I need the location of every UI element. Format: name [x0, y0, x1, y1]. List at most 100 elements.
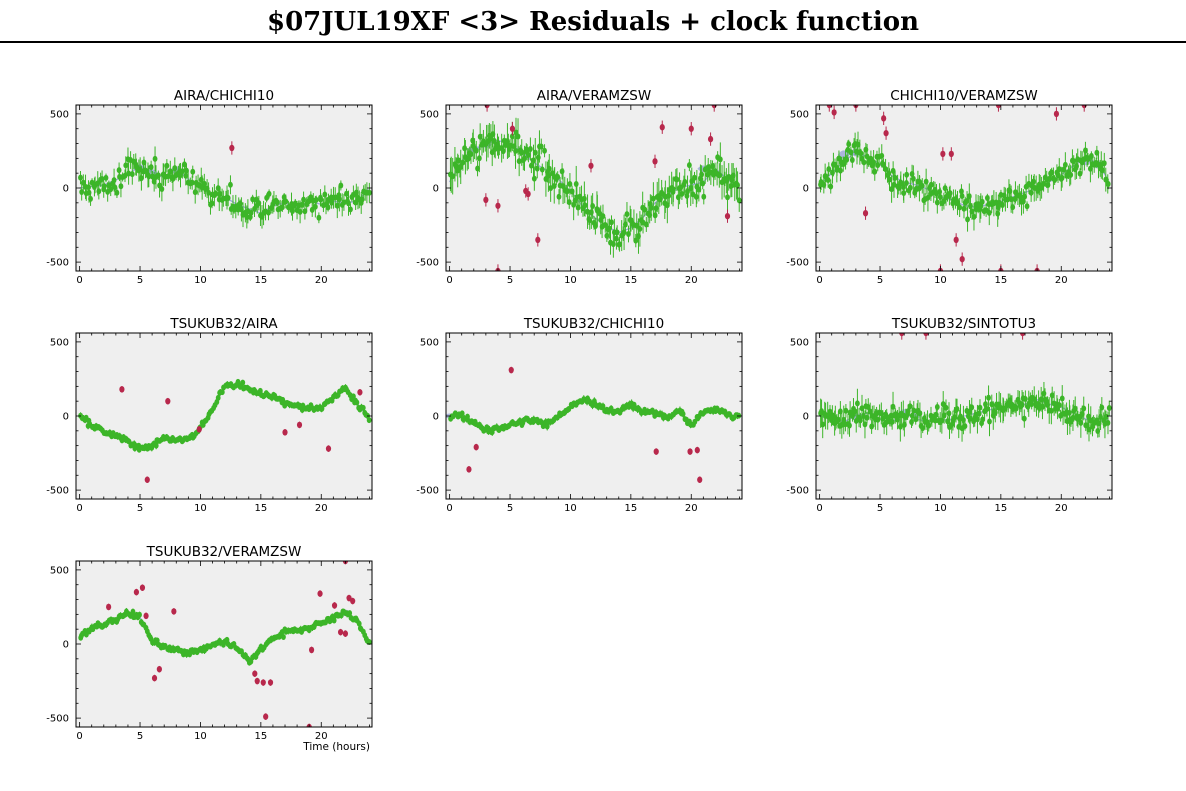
residual-point — [526, 151, 531, 158]
residual-point — [828, 183, 834, 190]
y-tick-label: 0 — [433, 184, 439, 195]
residual-point — [614, 235, 619, 242]
residual-point — [336, 196, 342, 203]
residual-point — [450, 173, 456, 180]
outlier-point — [881, 115, 887, 122]
residual-point — [975, 416, 980, 423]
x-tick-label: 0 — [76, 731, 82, 742]
residual-point — [705, 164, 711, 171]
axis-ticks — [816, 333, 1112, 499]
residual-point — [1024, 203, 1030, 210]
residual-point — [865, 403, 871, 410]
residual-point — [559, 168, 565, 175]
page-title: $07JUL19XF <3> Residuals + clock functio… — [266, 7, 919, 37]
residual-point — [1056, 166, 1062, 173]
x-tick-label: 20 — [685, 503, 698, 514]
residual-point — [468, 151, 474, 158]
residual-point — [867, 408, 873, 415]
y-tick-label: 0 — [803, 412, 809, 423]
residual-point — [1106, 405, 1112, 412]
residual-point — [1099, 167, 1105, 174]
outlier-point — [139, 584, 146, 591]
residual-point — [946, 410, 952, 417]
chart-panel-7: TSUKUB32/VERAMZSW 0 5 10 15 20 -500 0 500 Time (h… — [46, 544, 373, 753]
residual-point — [240, 379, 246, 386]
residual-point — [1013, 405, 1019, 412]
residual-point — [575, 204, 581, 211]
residual-point — [959, 193, 965, 200]
outlier-point — [995, 105, 1002, 109]
residual-point — [965, 216, 970, 223]
residual-point — [116, 167, 122, 174]
outlier-point — [106, 603, 112, 611]
outlier-point — [342, 630, 349, 637]
residual-point — [839, 421, 845, 428]
residual-point — [179, 168, 185, 175]
y-tick-label: -500 — [786, 486, 809, 497]
outlier-point — [694, 446, 700, 454]
residual-point — [528, 146, 533, 153]
residual-point — [189, 179, 195, 186]
residual-point — [283, 198, 289, 205]
residual-point — [108, 186, 114, 193]
residual-point — [217, 190, 223, 197]
x-tick-label: 15 — [994, 275, 1007, 286]
outlier-point — [357, 389, 363, 396]
residual-point — [114, 189, 120, 196]
residual-point — [633, 237, 639, 244]
residual-point — [995, 210, 1001, 217]
x-tick-label: 0 — [816, 275, 822, 286]
residual-point — [909, 418, 914, 425]
residual-point — [600, 403, 606, 410]
plot-background — [76, 333, 372, 499]
residual-point — [500, 148, 506, 155]
residual-point — [344, 190, 349, 197]
y-tick-label: 500 — [790, 337, 809, 348]
residual-point — [725, 194, 730, 201]
residual-point — [626, 230, 631, 237]
residual-point — [666, 192, 672, 199]
x-tick-label: 0 — [446, 275, 452, 286]
residual-point — [602, 221, 608, 228]
residual-point — [301, 196, 306, 203]
residual-point — [534, 165, 540, 172]
outlier-point — [862, 209, 869, 217]
residual-point — [338, 182, 344, 189]
outlier-point — [151, 674, 158, 682]
residual-point — [206, 189, 211, 196]
panel-title: TSUKUB32/VERAMZSW — [146, 544, 302, 560]
outlier-point — [133, 588, 140, 596]
residual-point — [183, 172, 189, 179]
residual-point — [864, 414, 870, 421]
outlier-point — [953, 236, 959, 244]
residual-point — [538, 143, 544, 150]
residual-point — [80, 179, 86, 186]
y-tick-label: 0 — [63, 412, 69, 423]
x-tick-label: 15 — [254, 503, 267, 514]
residual-point — [1048, 407, 1054, 414]
residual-point — [907, 184, 913, 191]
residual-point — [111, 177, 117, 184]
residual-point — [366, 189, 372, 196]
x-tick-label: 15 — [254, 275, 267, 286]
residual-point — [947, 190, 953, 197]
residual-point — [1085, 156, 1091, 163]
outlier-point — [466, 466, 472, 473]
residual-point — [297, 208, 303, 215]
residual-point — [920, 425, 926, 432]
residual-point — [1021, 415, 1027, 422]
residual-point — [884, 414, 890, 421]
residual-point — [1077, 170, 1083, 177]
residual-point — [1052, 177, 1058, 184]
residual-point — [650, 195, 656, 202]
residual-point — [1012, 196, 1018, 203]
residual-point — [652, 212, 658, 219]
x-tick-label: 5 — [137, 503, 143, 514]
outlier-point — [267, 679, 274, 686]
residual-point — [151, 178, 157, 185]
residual-point — [522, 155, 527, 162]
residual-point — [607, 225, 612, 232]
residual-point — [986, 209, 992, 216]
residual-point — [846, 141, 852, 148]
